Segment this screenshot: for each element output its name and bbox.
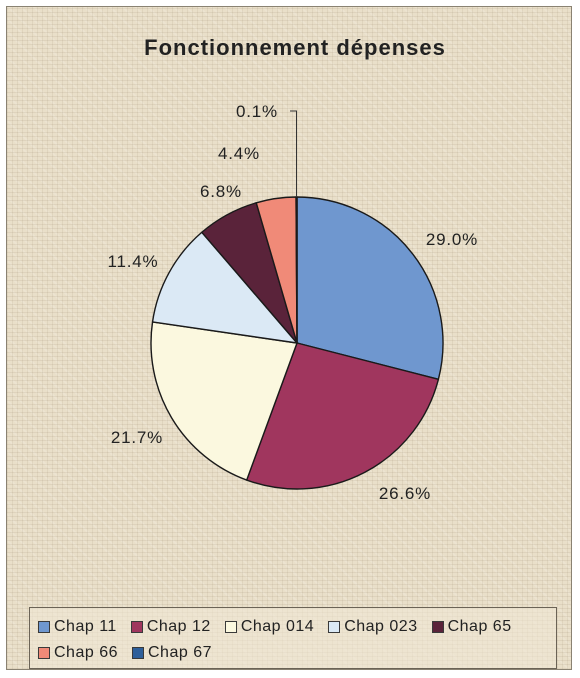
- legend-entry-chap-65: Chap 65: [431, 614, 512, 640]
- legend-swatch: [132, 647, 144, 659]
- legend-swatch: [431, 621, 444, 633]
- data-label-chap-65: 6.8%: [200, 182, 242, 201]
- legend-label: Chap 65: [447, 618, 512, 635]
- pie-slice-chap-023: [151, 231, 298, 344]
- data-label-chap-12: 26.6%: [379, 484, 431, 503]
- legend-swatch: [328, 621, 341, 633]
- data-label-chap-67: 0.1%: [236, 102, 278, 121]
- legend-swatch: [130, 621, 143, 633]
- legend-entry-chap-023: Chap 023: [328, 614, 417, 640]
- legend-entry-chap-12: Chap 12: [130, 614, 211, 640]
- pie-slice-chap-11: [296, 196, 444, 381]
- legend-label: Chap 67: [148, 644, 212, 661]
- data-label-chap-014: 21.7%: [111, 428, 163, 447]
- legend-entry-chap-67: Chap 67: [132, 640, 212, 666]
- legend-label: Chap 12: [146, 618, 211, 635]
- pie-slice-chap-67: [295, 196, 298, 344]
- legend-label: Chap 023: [344, 618, 418, 635]
- pie-slice-chap-014: [150, 321, 298, 481]
- legend-entry-chap-014: Chap 014: [224, 614, 315, 640]
- legend-swatch: [38, 621, 50, 633]
- leader-line-chap-67: [290, 110, 297, 197]
- legend-swatch: [224, 621, 237, 633]
- legend-label: Chap 66: [54, 644, 118, 661]
- pie-chart: Fonctionnement dépenses 29.0% 26.6% 21.7% 1…: [108, 35, 478, 503]
- legend-label: Chap 11: [54, 618, 117, 635]
- legend-label: Chap 014: [240, 618, 315, 635]
- data-label-chap-66: 4.4%: [218, 144, 260, 163]
- chart-frame: Fonctionnement dépenses 29.0% 26.6% 21.7% 1…: [6, 6, 572, 670]
- chart-title: Fonctionnement dépenses: [144, 35, 446, 60]
- data-label-chap-023: 11.4%: [108, 252, 159, 271]
- legend: Chap 11 Chap 12 Chap 014 Chap 023 Chap 65 Cha…: [29, 607, 557, 669]
- legend-entry-chap-11: Chap 11: [38, 614, 117, 640]
- legend-entry-chap-66: Chap 66: [38, 640, 118, 666]
- legend-swatch: [38, 647, 50, 659]
- pie-slice-chap-12: [245, 342, 440, 490]
- data-label-chap-11: 29.0%: [426, 230, 478, 249]
